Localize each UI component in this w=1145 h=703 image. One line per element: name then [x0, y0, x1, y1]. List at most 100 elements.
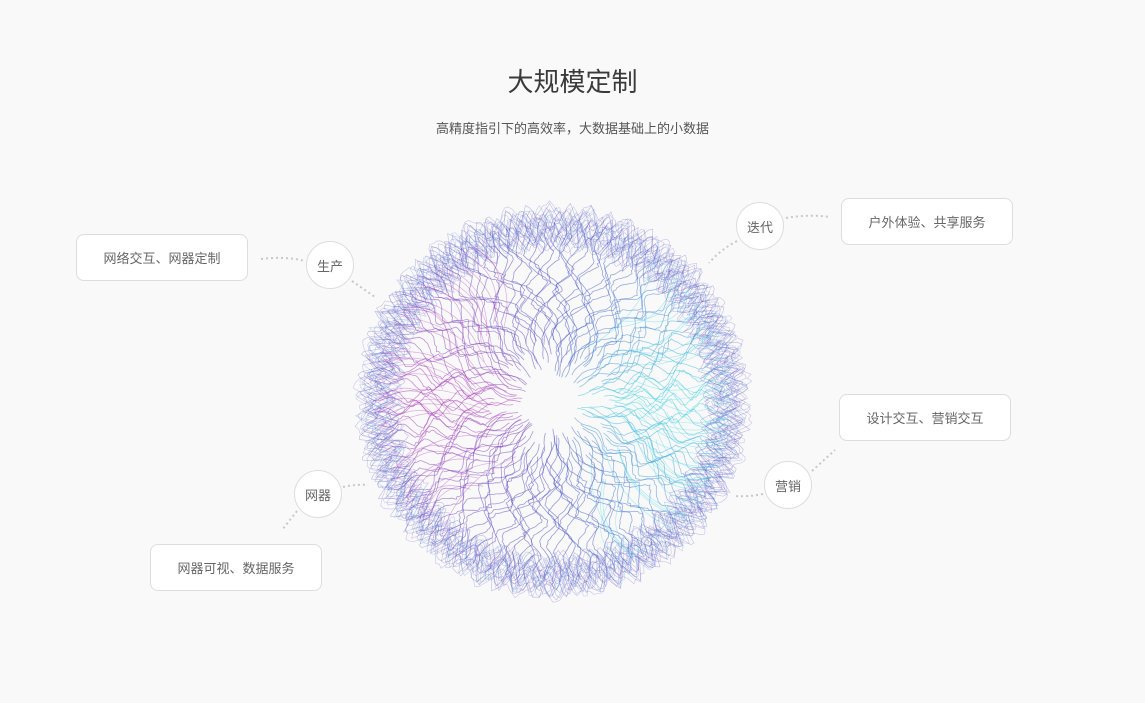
sphere-strand [609, 389, 733, 408]
sphere-strand [604, 403, 733, 424]
sphere-glow-strand [634, 289, 688, 323]
sphere-strand [472, 448, 530, 564]
sphere-strand [582, 427, 689, 522]
sphere-strand [552, 443, 573, 582]
sphere-strand [374, 378, 523, 400]
sphere-glow-strand [377, 387, 441, 413]
sphere-strand [589, 405, 732, 428]
sphere-strand [559, 227, 598, 377]
sphere-strand [491, 232, 542, 371]
sphere-strand [561, 232, 614, 378]
sphere-strand [554, 435, 576, 581]
sphere-strand [551, 222, 571, 372]
sphere-strand [539, 222, 560, 355]
sphere-strand [419, 431, 520, 524]
sphere-rim-strand [361, 211, 746, 595]
sphere-glow-strand [630, 319, 708, 354]
sphere-glow-strand [632, 403, 727, 431]
sphere-glow-strand [411, 298, 485, 362]
sphere-strand [602, 426, 714, 484]
sphere-glow-strand [441, 266, 488, 337]
production-label: 生产 [316, 259, 343, 275]
sphere-glow-strand [379, 410, 459, 428]
sphere-strand [528, 223, 551, 363]
sphere-strand [477, 238, 527, 344]
sphere-strand [373, 399, 514, 418]
sphere-glow-strand [378, 398, 438, 421]
sphere-glow-strand [379, 373, 475, 401]
sphere-strand [405, 418, 530, 507]
sphere-strand [373, 385, 495, 406]
sphere-strand [591, 366, 730, 395]
sphere-strand [396, 312, 517, 382]
sphere-strand [587, 306, 706, 381]
sphere-strand [557, 437, 582, 581]
production-description: 网络交互、网器定制 [103, 252, 221, 267]
sphere-glow-strand [377, 389, 488, 408]
sphere-strand [591, 440, 681, 530]
sphere-glow-strand [383, 357, 486, 393]
sphere-glow-strand [405, 458, 480, 498]
sphere-glow-strand [623, 330, 714, 365]
sphere-strand [571, 426, 662, 546]
sphere-strand [408, 424, 524, 511]
sphere-rim-strand [370, 222, 734, 584]
sphere-glow-strand [400, 315, 495, 377]
sphere-glow-strand [637, 411, 724, 445]
sphere-glow-strand [441, 456, 517, 537]
sphere-glow-strand [420, 485, 471, 517]
sphere-glow-strand [670, 398, 728, 425]
sphere-strand [372, 392, 521, 412]
sphere-glow-strand [471, 246, 500, 311]
sphere-strand [533, 222, 553, 345]
sphere-rim-strand [359, 208, 746, 598]
sphere-rim-strand [382, 231, 724, 572]
sphere-glow-strand [406, 468, 464, 499]
sphere-glow-strand [668, 373, 727, 394]
device-description: 网器可视、数据服务 [177, 562, 295, 577]
sphere-strand [390, 422, 510, 481]
sphere-strand [530, 458, 551, 581]
sphere-strand [606, 325, 717, 378]
sphere-strand [587, 411, 727, 451]
sphere-rim-strand [376, 226, 727, 578]
sphere-strand [573, 280, 686, 384]
sphere-rim-strand [373, 222, 733, 582]
iteration-node[interactable]: 迭代 [736, 202, 784, 250]
sphere-strand [443, 450, 516, 546]
sphere-strand [579, 249, 649, 359]
sphere-glow-strand [621, 405, 726, 435]
sphere-strand [554, 222, 575, 353]
page-subtitle: 高精度指引下的高效率，大数据基础上的小数据 [435, 122, 709, 137]
marketing-node[interactable]: 营销 [764, 461, 812, 509]
sphere-strand [377, 361, 507, 392]
sphere-strand [603, 432, 707, 498]
sphere-glow-strand [650, 442, 708, 486]
sphere-glow-strand [619, 414, 721, 454]
sphere-strand [614, 399, 733, 418]
sphere-strand [565, 240, 634, 378]
sphere-strand [440, 435, 527, 543]
sphere-glow-strand [656, 430, 717, 468]
sphere-strand [373, 398, 493, 416]
sphere-glow-strand [422, 284, 488, 354]
sphere-glow-strand [618, 383, 728, 401]
sphere-glow-strand [637, 399, 728, 424]
sphere-glow-strand [637, 440, 705, 491]
iteration-label: 迭代 [746, 220, 773, 236]
sphere-strand [547, 435, 566, 582]
production-node[interactable]: 生产 [306, 241, 354, 289]
sphere-glow-strand [378, 398, 491, 414]
sphere-glow-strand [620, 279, 679, 322]
sphere-glow-strand [472, 246, 508, 327]
device-node[interactable]: 网器 [294, 470, 342, 518]
sphere-strand [568, 237, 627, 367]
sphere-glow-strand [647, 442, 707, 487]
sphere-strand [430, 424, 533, 535]
sphere-glow-strand [420, 287, 464, 339]
sphere-strand [497, 230, 536, 346]
sphere-strand [579, 312, 710, 388]
sphere-rim-strand [355, 202, 751, 601]
sphere-glow-strand [406, 306, 459, 354]
sphere-glow-strand [632, 370, 726, 391]
